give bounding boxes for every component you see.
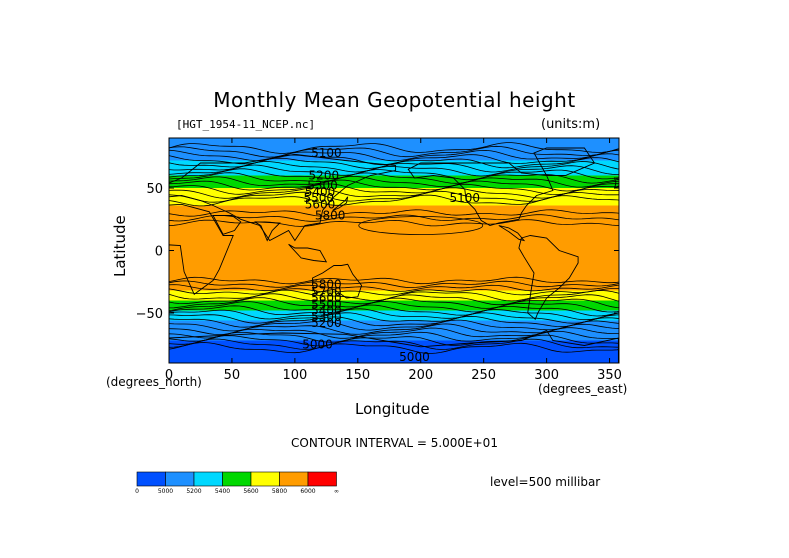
coastline-0 — [169, 203, 234, 295]
contour-label-11: 5500 — [311, 297, 342, 311]
contour-label-12: 5400 — [311, 304, 342, 318]
contour-line-15 — [169, 209, 619, 217]
level-label: level=500 millibar — [490, 475, 601, 489]
contour-label-13: 5300 — [311, 310, 342, 324]
contour-line-27 — [169, 308, 619, 321]
coastline-5 — [288, 243, 328, 263]
contour-interval-text: CONTOUR INTERVAL = 5.000E+01 — [291, 436, 498, 450]
colorbar-swatch-4 — [250, 471, 280, 487]
contour-line-2 — [169, 149, 619, 162]
contour-line-10 — [169, 179, 619, 192]
contour-line-16 — [169, 214, 619, 222]
y-tick-label-0: 50 — [146, 182, 163, 197]
x-tick-label-2: 100 — [282, 368, 307, 383]
x-tick-label-1: 50 — [224, 368, 241, 383]
x-axis-label: Longitude — [355, 400, 430, 418]
colorbar-label-1: 5000 — [158, 488, 173, 495]
colorbar-label-5: 5800 — [272, 488, 287, 495]
contour-label-14: 5200 — [311, 316, 342, 330]
contour-line-0 — [169, 142, 619, 154]
coastline-3 — [254, 221, 281, 242]
y-axis-units: (degrees_north) — [106, 375, 202, 389]
contour-label-5: 5600 — [305, 197, 336, 211]
x-tick-label-3: 150 — [345, 368, 370, 383]
colorbar-label-0: 0 — [135, 488, 139, 495]
dataset-label: [HGT_1954-11_NCEP.nc] — [176, 118, 316, 131]
contour-line-7 — [169, 168, 619, 181]
color-band-6 — [169, 300, 619, 311]
contour-line-18 — [169, 276, 619, 285]
contour-label-4: 5500 — [304, 191, 335, 205]
colorbar-swatch-2 — [193, 471, 223, 487]
x-tick-label-0: 0 — [165, 368, 173, 383]
contour-line-20 — [169, 284, 619, 292]
contour-line-19 — [169, 280, 619, 289]
y-axis-label: Latitude — [111, 215, 129, 277]
contour-line-29 — [169, 315, 619, 328]
contour-line-17 — [169, 219, 619, 227]
contour-line-36 — [169, 342, 619, 354]
contour-label-1: 5200 — [309, 169, 340, 183]
coastline-7 — [498, 225, 526, 242]
x-tick-label-4: 200 — [408, 368, 433, 383]
coastline-11 — [332, 196, 349, 211]
y-tick-label-2: −50 — [136, 307, 163, 322]
contour-label-3: 5400 — [305, 185, 336, 199]
contour-line-35 — [169, 338, 619, 350]
contour-line-34 — [169, 334, 619, 347]
contour-line-25 — [169, 301, 619, 313]
coastline-4 — [312, 263, 363, 299]
y-tick-label-1: 0 — [155, 245, 163, 260]
coastline-6 — [407, 162, 554, 226]
colorbar-label-6: 6000 — [300, 488, 315, 495]
contour-label-10: 5600 — [311, 291, 342, 305]
coastline-2 — [212, 215, 242, 235]
units-label: (units:m) — [541, 117, 601, 132]
contour-line-14 — [169, 194, 619, 207]
contour-line-21 — [169, 288, 619, 296]
contour-line-12 — [169, 187, 619, 199]
contour-label-8: 5800 — [311, 277, 342, 291]
x-tick-label-7: 350 — [597, 368, 622, 383]
contour-line-1 — [169, 145, 619, 158]
contour-line-24 — [169, 297, 619, 309]
color-band-4 — [169, 205, 619, 291]
contour-label-2: 5300 — [307, 179, 338, 193]
contour-line-28 — [169, 312, 619, 324]
coastline-10 — [169, 329, 619, 363]
contour-label-16: 5000 — [399, 350, 430, 364]
colorbar-swatch-0 — [136, 471, 166, 487]
contour-line-11 — [169, 183, 619, 196]
colorbar-label-4: 5600 — [243, 488, 258, 495]
colorbar-swatch-3 — [222, 471, 252, 487]
contour-label-15: 5000 — [302, 337, 333, 351]
chart-title: Monthly Mean Geopotential height — [213, 88, 576, 112]
contour-line-33 — [169, 330, 619, 343]
contour-label-7: 5100 — [450, 191, 481, 205]
colorbar-swatch-5 — [279, 471, 309, 487]
contour-line-8 — [169, 172, 619, 184]
coastline-9 — [533, 147, 596, 176]
contour-line-tropical — [358, 216, 484, 235]
x-tick-label-6: 300 — [534, 368, 559, 383]
colorbar-swatch-1 — [165, 471, 195, 487]
coastline-8 — [518, 235, 579, 321]
coastline-1 — [169, 153, 397, 242]
colorbar-label-2: 5200 — [186, 488, 201, 495]
colorbar-label-3: 5400 — [215, 488, 230, 495]
contour-label-0: 5100 — [311, 146, 342, 160]
x-axis-units: (degrees_east) — [538, 382, 628, 396]
colorbar-swatch-6 — [307, 471, 337, 487]
contour-line-26 — [169, 304, 619, 317]
contour-interval-label: CONTOUR INTERVAL = 5.000E+01 — [0, 436, 789, 450]
contour-label-6: 5800 — [315, 209, 346, 223]
contour-line-9 — [169, 176, 619, 188]
contour-label-9: 5700 — [311, 285, 342, 299]
color-band-9 — [169, 340, 619, 363]
colorbar-label-7: ∞ — [334, 488, 339, 495]
x-tick-label-5: 250 — [471, 368, 496, 383]
color-band-5 — [169, 290, 619, 301]
